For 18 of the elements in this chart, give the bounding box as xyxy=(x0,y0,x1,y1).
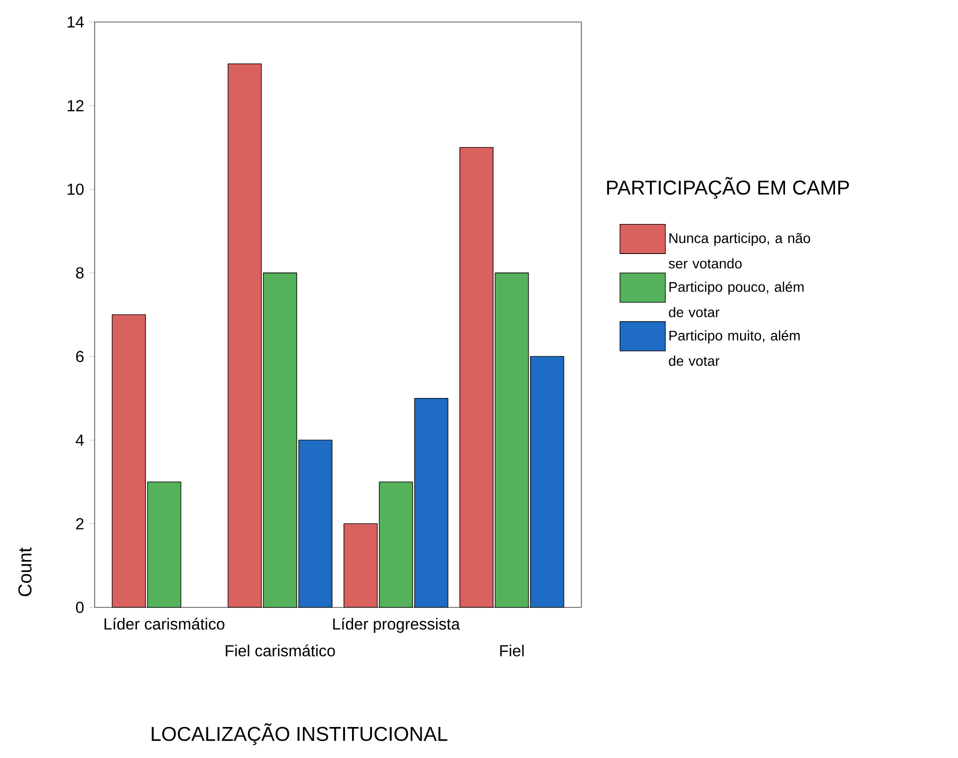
x-tick-label: Fiel carismático xyxy=(226,644,335,656)
legend-label: Participo pouco, além de votar xyxy=(668,281,804,318)
y-tick-label: 2 xyxy=(76,518,84,530)
y-tick-label: 6 xyxy=(76,350,84,362)
x-tick-label: Líder progressista xyxy=(333,618,460,633)
x-tick-label: Fiel xyxy=(500,644,524,656)
y-tick-label: 4 xyxy=(76,434,84,446)
legend-label: Participo muito, além de votar xyxy=(668,330,800,366)
legend-label: Nunca participo, a não ser votando xyxy=(668,232,810,268)
x-axis-title: LOCALIZAÇÃO INSTITUCIONAL xyxy=(152,723,448,746)
y-axis-title: Count xyxy=(18,547,32,596)
y-tick-label: 8 xyxy=(76,267,84,279)
legend-title: PARTICIPAÇÃO EM CAMP xyxy=(607,176,849,199)
y-tick-label: 0 xyxy=(76,602,84,613)
x-tick-label: Líder carismático xyxy=(104,618,224,630)
y-tick-label: 10 xyxy=(68,184,84,195)
y-tick-label: 14 xyxy=(68,16,84,28)
y-tick-label: 12 xyxy=(68,100,84,112)
